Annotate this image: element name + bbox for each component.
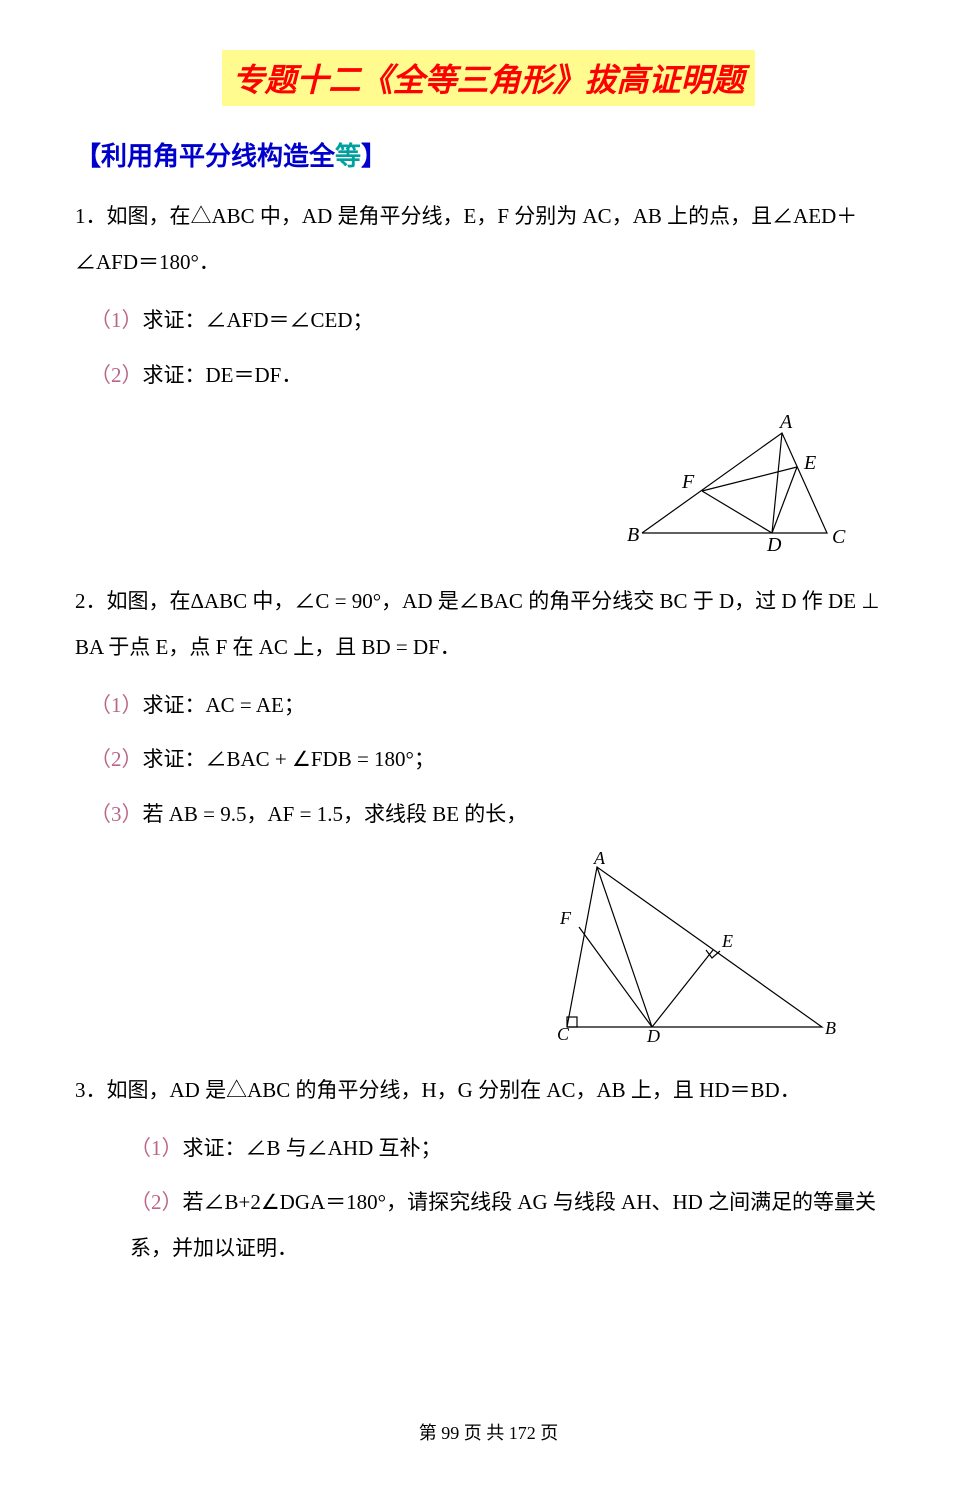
sub-text: 求证：∠BAC + ∠FDB = 180°； (143, 747, 435, 771)
problem-2-num: 2． (75, 589, 107, 613)
problem-2-sub2: （2）求证：∠BAC + ∠FDB = 180°； (75, 736, 902, 782)
triangle-figure-2: A B C D E F (532, 852, 842, 1042)
heading-last-char: 等 (335, 141, 361, 171)
section-heading: 【利用角平分线构造全等】 (75, 136, 902, 173)
sub-num: （1） (90, 693, 143, 717)
sub-num: （2） (130, 1190, 183, 1214)
figure-2: A B C D E F (75, 852, 902, 1042)
figure-1: A B C D E F (75, 413, 902, 553)
problem-2-sub3: （3）若 AB = 9.5，AF = 1.5，求线段 BE 的长， (75, 791, 902, 837)
sub-num: （3） (90, 802, 143, 826)
page-footer: 第 99 页 共 172 页 (0, 1419, 977, 1445)
triangle-figure-1: A B C D E F (622, 413, 862, 553)
label-B: B (627, 524, 639, 546)
footer-mid: 页 共 (459, 1423, 509, 1443)
problem-2-text: 如图，在ΔABC 中，∠C = 90°，AD 是∠BAC 的角平分线交 BC 于… (75, 589, 880, 659)
problem-3-text: 如图，AD 是△ABC 的角平分线，H，G 分别在 AC，AB 上，且 HD＝B… (107, 1078, 801, 1102)
label-D: D (766, 534, 782, 553)
footer-total: 172 (509, 1423, 536, 1443)
problem-3-num: 3． (75, 1078, 107, 1102)
label-F: F (559, 908, 572, 928)
sub-text: 求证：AC = AE； (143, 693, 305, 717)
footer-suffix: 页 (536, 1423, 559, 1443)
problem-1-sub1: （1）求证：∠AFD＝∠CED； (75, 297, 902, 343)
bracket-open: 【 (75, 142, 101, 171)
title-wrapper: 专题十二《全等三角形》拔高证明题 (75, 50, 902, 106)
sub-text: 求证：∠AFD＝∠CED； (143, 308, 374, 332)
sub-num: （2） (90, 747, 143, 771)
label-C: C (832, 526, 846, 548)
problem-1-text: 如图，在△ABC 中，AD 是角平分线，E，F 分别为 AC，AB 上的点，且∠… (75, 204, 857, 274)
label-E: E (803, 452, 816, 474)
label-B: B (825, 1018, 836, 1038)
sub-num: （1） (130, 1136, 183, 1160)
sub-text: 若∠B+2∠DGA＝180°，请探究线段 AG 与线段 AH、HD 之间满足的等… (130, 1190, 876, 1260)
sub-num: （2） (90, 363, 143, 387)
sub-text: 若 AB = 9.5，AF = 1.5，求线段 BE 的长， (143, 802, 528, 826)
heading-text: 利用角平分线构造全 (101, 141, 335, 171)
label-A: A (593, 852, 606, 868)
bracket-close: 】 (361, 142, 387, 171)
label-A: A (778, 413, 793, 433)
sub-text: 求证：∠B 与∠AHD 互补； (183, 1136, 442, 1160)
sub-text: 求证：DE＝DF． (143, 363, 303, 387)
problem-3-sub1: （1）求证：∠B 与∠AHD 互补； (75, 1125, 902, 1171)
label-F: F (681, 471, 695, 493)
problem-2-sub1: （1）求证：AC = AE； (75, 682, 902, 728)
footer-page: 99 (441, 1423, 459, 1443)
label-C: C (557, 1024, 570, 1042)
problem-2: 2．如图，在ΔABC 中，∠C = 90°，AD 是∠BAC 的角平分线交 BC… (75, 578, 902, 670)
label-D: D (646, 1026, 660, 1042)
problem-1: 1．如图，在△ABC 中，AD 是角平分线，E，F 分别为 AC，AB 上的点，… (75, 193, 902, 285)
problem-3-sub2: （2）若∠B+2∠DGA＝180°，请探究线段 AG 与线段 AH、HD 之间满… (75, 1179, 902, 1271)
label-E: E (721, 931, 733, 951)
problem-3: 3．如图，AD 是△ABC 的角平分线，H，G 分别在 AC，AB 上，且 HD… (75, 1067, 902, 1113)
sub-num: （1） (90, 308, 143, 332)
footer-prefix: 第 (419, 1423, 442, 1443)
title-text: 专题十二《全等三角形》拔高证明题 (232, 62, 744, 98)
title-highlight: 专题十二《全等三角形》拔高证明题 (222, 50, 754, 106)
problem-1-sub2: （2）求证：DE＝DF． (75, 352, 902, 398)
problem-1-num: 1． (75, 204, 107, 228)
